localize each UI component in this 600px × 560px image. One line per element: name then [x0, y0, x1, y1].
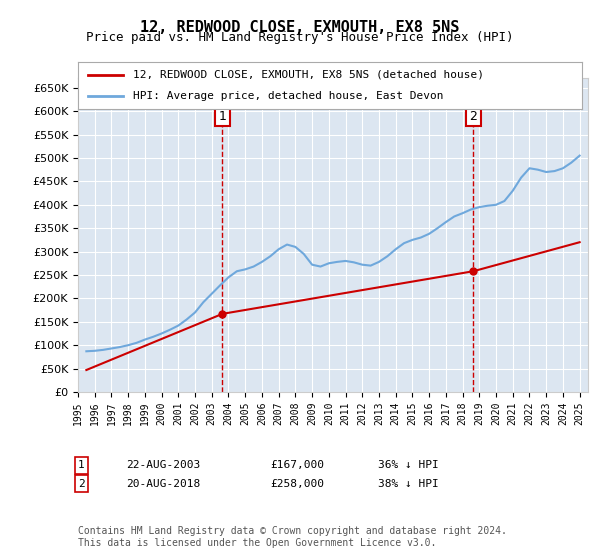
- Text: Contains HM Land Registry data © Crown copyright and database right 2024.
This d: Contains HM Land Registry data © Crown c…: [78, 526, 507, 548]
- Text: 12, REDWOOD CLOSE, EXMOUTH, EX8 5NS (detached house): 12, REDWOOD CLOSE, EXMOUTH, EX8 5NS (det…: [133, 70, 484, 80]
- Text: Price paid vs. HM Land Registry's House Price Index (HPI): Price paid vs. HM Land Registry's House …: [86, 31, 514, 44]
- Text: 1: 1: [78, 460, 85, 470]
- Text: HPI: Average price, detached house, East Devon: HPI: Average price, detached house, East…: [133, 91, 444, 101]
- Text: £258,000: £258,000: [270, 479, 324, 489]
- Text: 1: 1: [218, 110, 226, 123]
- Text: 2: 2: [78, 479, 85, 489]
- Text: 36% ↓ HPI: 36% ↓ HPI: [378, 460, 439, 470]
- Text: 38% ↓ HPI: 38% ↓ HPI: [378, 479, 439, 489]
- Text: £167,000: £167,000: [270, 460, 324, 470]
- Text: 12, REDWOOD CLOSE, EXMOUTH, EX8 5NS: 12, REDWOOD CLOSE, EXMOUTH, EX8 5NS: [140, 20, 460, 35]
- Text: 22-AUG-2003: 22-AUG-2003: [126, 460, 200, 470]
- Text: 20-AUG-2018: 20-AUG-2018: [126, 479, 200, 489]
- Text: 2: 2: [469, 110, 477, 123]
